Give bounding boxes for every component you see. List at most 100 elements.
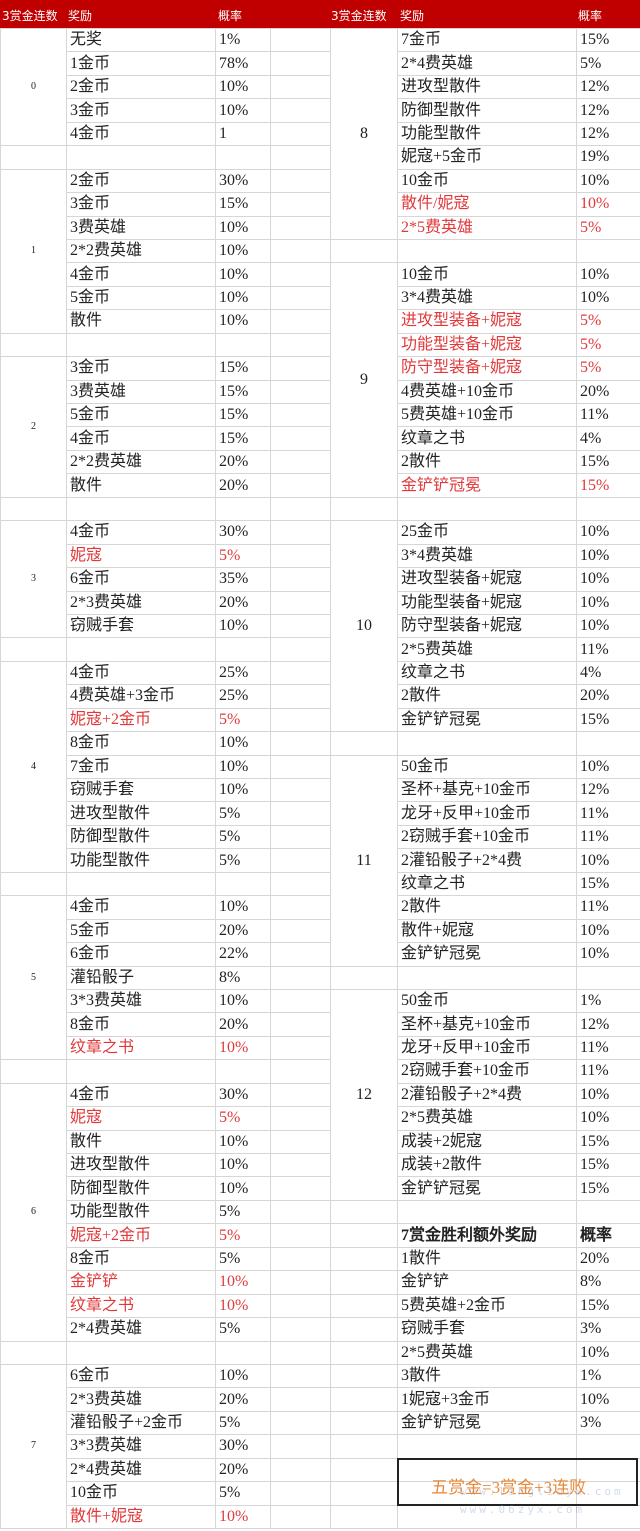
reward-cell: 4费英雄+3金币 bbox=[66, 684, 216, 709]
rate-cell: 10% bbox=[215, 1035, 271, 1061]
rate-cell: 10% bbox=[576, 520, 640, 545]
table-row: 5金币 20% bbox=[1, 918, 331, 944]
table-row: 散件+妮寇 10% bbox=[1, 1504, 331, 1530]
rate-cell: 10% bbox=[215, 988, 271, 1014]
table-row: 灌铅骰子+2金币 5% bbox=[1, 1410, 331, 1436]
bonus-row: 3散件 1% bbox=[330, 1363, 640, 1389]
rate-cell: 15% bbox=[215, 192, 271, 217]
rate-cell: 5% bbox=[215, 1481, 271, 1506]
empty-cell bbox=[270, 590, 331, 615]
reward-cell: 窃贼手套 bbox=[397, 1317, 577, 1342]
reward-cell: 5费英雄+2金币 bbox=[397, 1293, 577, 1319]
table-row: 进攻型装备+妮寇 10% bbox=[331, 567, 640, 592]
reward-cell: 成装+2散件 bbox=[397, 1152, 577, 1178]
reward-cell: 2窃贼手套+10金币 bbox=[397, 824, 577, 850]
rate-cell: 10% bbox=[576, 1387, 640, 1412]
rate-cell: 30% bbox=[215, 168, 271, 194]
table-row: 纹章之书 4% bbox=[331, 660, 640, 686]
empty-cell bbox=[330, 1363, 398, 1389]
empty-cell bbox=[576, 238, 640, 264]
rate-cell: 4% bbox=[576, 660, 640, 686]
table-row: 2*2费英雄 20% bbox=[1, 449, 331, 475]
reward-cell: 2*5费英雄 bbox=[397, 215, 577, 240]
empty-cell bbox=[270, 1129, 331, 1155]
rate-cell: 11% bbox=[576, 824, 640, 850]
rate-cell: 10% bbox=[576, 590, 640, 615]
empty-cell bbox=[270, 1152, 331, 1178]
table-row: 妮寇 5% bbox=[1, 1106, 331, 1131]
rate-cell: 12% bbox=[576, 98, 640, 123]
empty-cell bbox=[0, 1340, 67, 1365]
streak-cell: 5 bbox=[0, 895, 67, 1061]
table-row: 9 10金币 10% bbox=[330, 262, 640, 498]
table-row: 6 4金币 30% bbox=[0, 1082, 331, 1342]
blank-row bbox=[330, 238, 640, 264]
table-row: 龙牙+反甲+10金币 11% bbox=[331, 1035, 640, 1061]
rate-cell: 10% bbox=[576, 262, 640, 287]
header-reward: 奖励 bbox=[400, 9, 425, 23]
rate-cell: 20% bbox=[215, 1457, 271, 1483]
table-row: 7金币 10% bbox=[1, 754, 331, 780]
reward-cell: 纹章之书 bbox=[66, 1035, 216, 1061]
rate-cell: 15% bbox=[215, 356, 271, 381]
empty-cell bbox=[576, 965, 640, 990]
table-row: 散件 10% bbox=[1, 309, 331, 334]
reward-cell: 6金币 bbox=[66, 942, 216, 967]
reward-cell: 金铲铲冠冕 bbox=[397, 942, 577, 967]
reward-cell: 4费英雄+10金币 bbox=[397, 379, 577, 405]
table-row: 5金币 15% bbox=[1, 402, 331, 428]
table-row: 11 50金币 10% bbox=[330, 754, 640, 967]
table-row: 8 7金币 15% bbox=[330, 27, 640, 240]
empty-cell bbox=[330, 1434, 398, 1459]
reward-cell: 4金币 bbox=[66, 426, 216, 451]
empty-cell bbox=[270, 262, 331, 287]
empty-cell bbox=[330, 1199, 398, 1225]
rate-cell: 20% bbox=[576, 379, 640, 405]
empty-cell bbox=[270, 51, 331, 76]
rate-cell: 12% bbox=[576, 74, 640, 100]
blank-row bbox=[0, 332, 331, 358]
reward-cell: 2*3费英雄 bbox=[66, 1387, 216, 1412]
header-streak: 3赏金连数 bbox=[2, 9, 58, 23]
empty-cell bbox=[270, 801, 331, 826]
rate-cell: 11% bbox=[576, 895, 640, 920]
rate-cell: 15% bbox=[576, 449, 640, 475]
empty-cell bbox=[330, 496, 398, 522]
rate-cell: 11% bbox=[576, 402, 640, 428]
empty-cell bbox=[270, 1246, 331, 1272]
rate-cell: 15% bbox=[576, 1152, 640, 1178]
empty-cell bbox=[330, 1223, 398, 1248]
table-row: 4金币 15% bbox=[1, 426, 331, 451]
empty-cell bbox=[270, 1035, 331, 1061]
table-row: 散件/妮寇 10% bbox=[331, 192, 640, 217]
reward-cell: 5金币 bbox=[66, 285, 216, 311]
reward-cell: 3金币 bbox=[66, 356, 216, 381]
rate-cell: 1% bbox=[576, 1363, 640, 1389]
reward-cell: 2灌铅骰子+2*4费 bbox=[397, 1082, 577, 1108]
bonus-rate-label: 概率 bbox=[576, 1223, 640, 1248]
empty-cell bbox=[330, 1481, 398, 1506]
reward-cell: 1妮寇+3金币 bbox=[397, 1387, 577, 1412]
header-reward: 奖励 bbox=[68, 9, 93, 23]
empty-cell bbox=[270, 1481, 331, 1506]
table-row: 金铲铲冠冕 15% bbox=[331, 707, 640, 733]
empty-cell bbox=[576, 496, 640, 522]
empty-cell bbox=[270, 543, 331, 569]
rate-cell: 10% bbox=[576, 543, 640, 569]
reward-cell: 7金币 bbox=[397, 27, 577, 53]
reward-cell: 2散件 bbox=[397, 449, 577, 475]
empty-cell bbox=[270, 1317, 331, 1342]
reward-cell: 3费英雄 bbox=[66, 379, 216, 405]
empty-cell bbox=[215, 1059, 271, 1084]
reward-cell: 2*3费英雄 bbox=[66, 590, 216, 615]
empty-cell bbox=[270, 1387, 331, 1412]
reward-cell: 灌铅骰子+2金币 bbox=[66, 1410, 216, 1436]
reward-cell: 8金币 bbox=[66, 1012, 216, 1037]
table-row: 3*3费英雄 10% bbox=[1, 988, 331, 1014]
reward-cell: 3金币 bbox=[66, 192, 216, 217]
empty-cell bbox=[330, 1504, 398, 1530]
table-row: 龙牙+反甲+10金币 11% bbox=[331, 801, 640, 826]
table-row: 防守型装备+妮寇 5% bbox=[331, 356, 640, 381]
empty-cell bbox=[330, 965, 398, 990]
rate-cell: 10% bbox=[215, 895, 271, 920]
